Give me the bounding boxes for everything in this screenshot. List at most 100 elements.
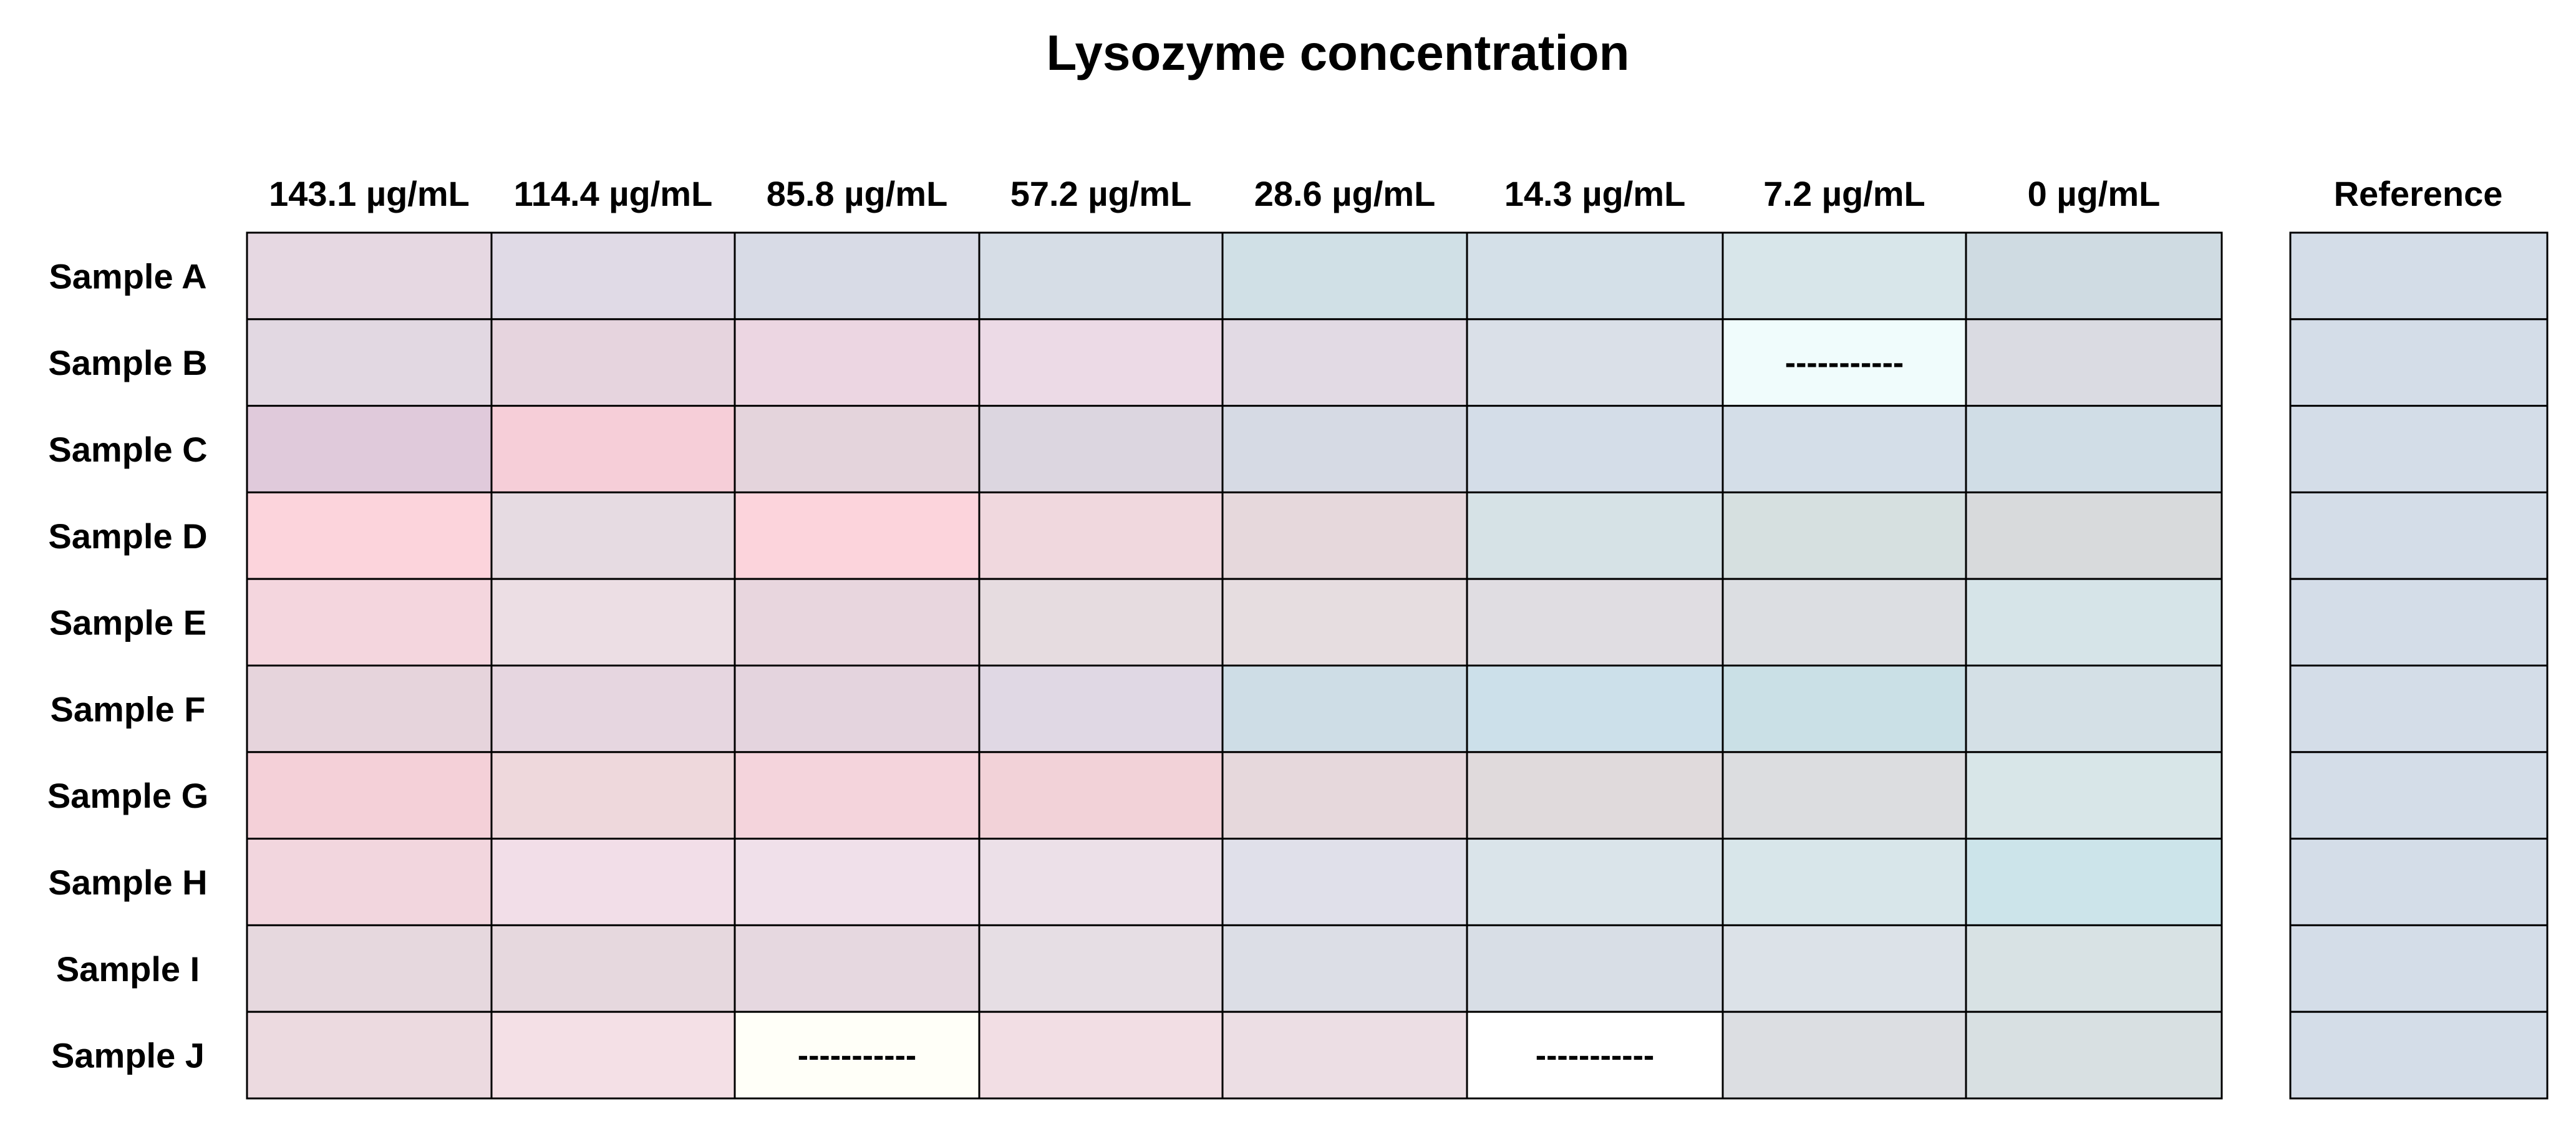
heatmap-cell [978,751,1224,840]
reference-cell [2289,318,2549,407]
heatmap-cell [1721,924,1967,1013]
heatmap-cell [1721,751,1967,840]
heatmap-cell [1221,405,1468,493]
row-label: Sample A [49,256,206,296]
heatmap-cell [1965,924,2223,1013]
heatmap-cell [978,491,1224,580]
reference-label: Reference [2334,174,2503,213]
column-label: 85.8 µg/mL [767,174,948,213]
heatmap-cell [1466,231,1724,321]
column-label: 28.6 µg/mL [1254,174,1436,213]
row-label: Sample D [48,516,207,556]
column-label: 114.4 µg/mL [514,174,713,213]
column-label: 7.2 µg/mL [1763,174,1925,213]
heatmap-cell [978,318,1224,407]
heatmap-cells: ----------- ----------- ----------- [246,231,2223,1100]
heatmap-cell [1965,1010,2223,1100]
heatmap-cell [1221,318,1468,407]
heatmap-cell-missing [734,1010,981,1100]
heatmap-cell [1221,751,1468,840]
row-label: Sample I [56,949,200,989]
heatmap-cell [1221,1010,1468,1100]
heatmap-cell [246,1010,493,1100]
column-label: 0 µg/mL [2028,174,2161,213]
row-label: Sample B [48,343,207,382]
heatmap-cell [978,1010,1224,1100]
row-label: Sample E [49,603,206,642]
heatmap-cell [490,231,736,321]
missing-value-marker: ----------- [798,1038,916,1074]
heatmap-cell [978,924,1224,1013]
heatmap-cell [1965,405,2223,493]
heatmap-cell [978,838,1224,926]
heatmap-cell [246,318,493,407]
heatmap-cell [246,924,493,1013]
heatmap-cell [246,578,493,667]
reference-cell [2289,405,2549,493]
heatmap-cell [490,838,736,926]
heatmap-cell [490,405,736,493]
row-label: Sample J [51,1036,205,1075]
heatmap-cell [490,578,736,667]
heatmap-cell [246,664,493,753]
heatmap-cell [1466,405,1724,493]
heatmap-cell [1721,405,1967,493]
missing-value-marker: ----------- [1785,345,1904,381]
column-labels: 143.1 µg/mL 114.4 µg/mL 85.8 µg/mL 57.2 µg/… [269,174,2160,213]
reference-cells [2289,231,2549,1100]
heatmap-cell [1965,231,2223,321]
heatmap-cell [978,405,1224,493]
heatmap-cell [1221,664,1468,753]
row-labels: Sample A Sample B Sample C Sample D Sample E… [47,256,208,1075]
heatmap-cell [1221,578,1468,667]
heatmap-cell [246,491,493,580]
heatmap-cell [734,924,981,1013]
heatmap-cell [734,491,981,580]
heatmap-cell [1221,924,1468,1013]
row-label: Sample H [48,863,207,902]
heatmap-cell [1965,491,2223,580]
reference-cell [2289,838,2549,926]
heatmap-cell [1721,838,1967,926]
reference-cell [2289,491,2549,580]
chart-title: Lysozyme concentration [1046,25,1629,80]
heatmap-cell [1965,751,2223,840]
heatmap-cell-missing [1721,318,1967,407]
heatmap-cell [490,664,736,753]
heatmap-cell [1965,318,2223,407]
heatmap-cell [1466,491,1724,580]
heatmap-cell [490,318,736,407]
heatmap-cell [978,664,1224,753]
heatmap-cell [246,405,493,493]
heatmap-cell [734,664,981,753]
heatmap-cell [1466,318,1724,407]
heatmap-cell [1721,491,1967,580]
reference-cell [2289,231,2549,321]
row-label: Sample G [47,776,208,815]
heatmap-cell [490,751,736,840]
heatmap-cell [1721,664,1967,753]
missing-value-marker: ----------- [1536,1038,1654,1074]
heatmap-cell [490,491,736,580]
heatmap-cell [978,578,1224,667]
heatmap-cell [490,1010,736,1100]
heatmap-cell [1221,838,1468,926]
heatmap-cell [246,231,493,321]
heatmap-cell [734,578,981,667]
reference-cell [2289,924,2549,1013]
heatmap-cell [734,231,981,321]
heatmap-cell [1721,578,1967,667]
heatmap-cell-missing [1466,1010,1724,1100]
heatmap-cell [978,231,1224,321]
heatmap-cell [1965,578,2223,667]
heatmap-cell [1221,231,1468,321]
column-label: 14.3 µg/mL [1504,174,1686,213]
heatmap-cell [1466,664,1724,753]
heatmap-cell [490,924,736,1013]
heatmap-cell [246,838,493,926]
heatmap-cell [1965,664,2223,753]
column-label: 57.2 µg/mL [1010,174,1192,213]
row-label: Sample F [51,689,206,729]
heatmap-cell [1466,578,1724,667]
heatmap-cell [1466,751,1724,840]
